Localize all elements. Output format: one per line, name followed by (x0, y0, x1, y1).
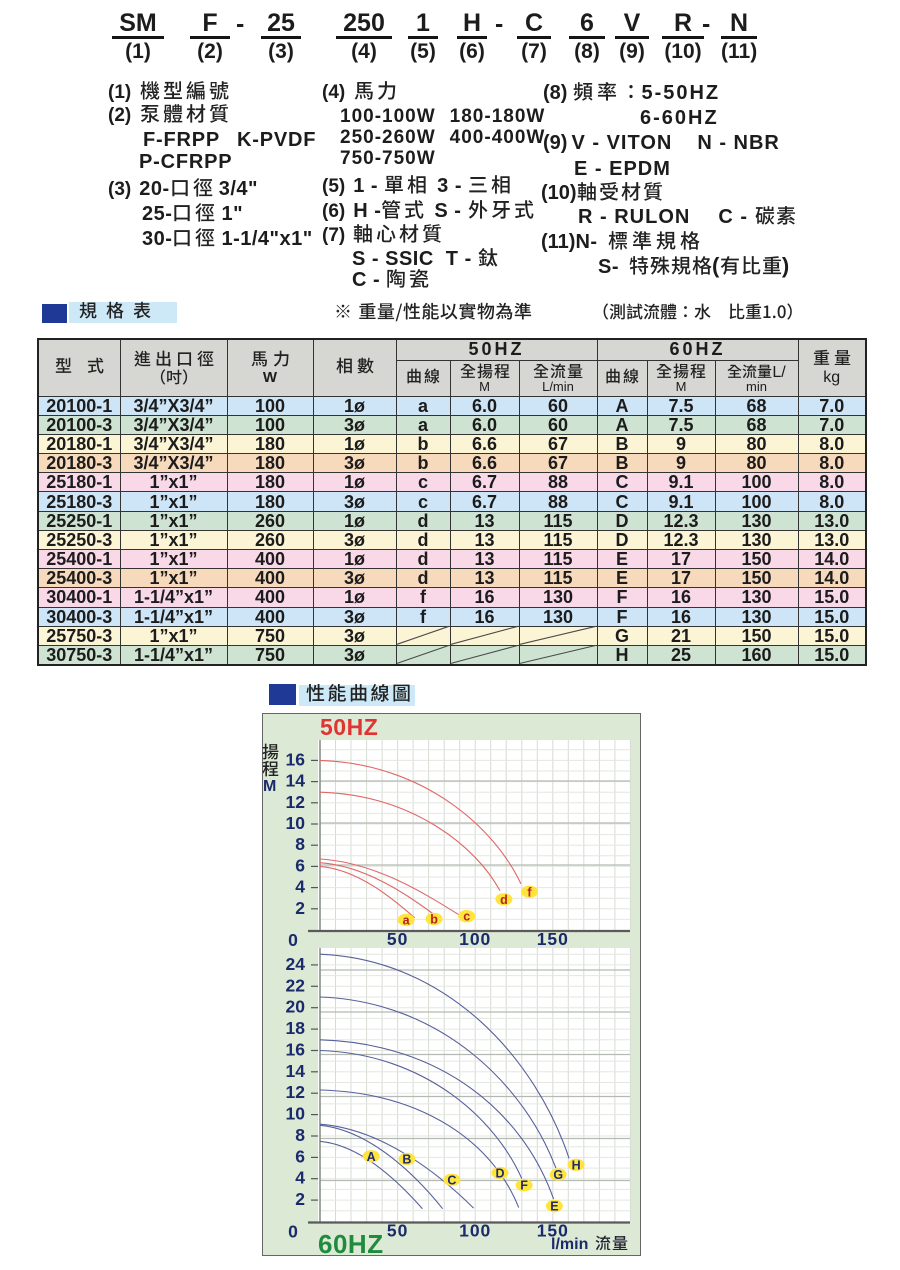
svg-text:l/min: l/min (551, 1236, 588, 1253)
svg-text:50: 50 (387, 1221, 408, 1241)
svg-text:E: E (550, 1200, 558, 1214)
svg-text:a: a (403, 913, 411, 927)
svg-text:100: 100 (459, 929, 491, 949)
svg-text:150: 150 (537, 929, 569, 949)
svg-text:4: 4 (295, 1168, 305, 1188)
svg-text:C: C (447, 1173, 456, 1187)
svg-text:8: 8 (295, 834, 305, 854)
svg-text:20: 20 (286, 997, 306, 1017)
svg-text:6: 6 (295, 855, 305, 875)
svg-text:50HZ: 50HZ (320, 714, 378, 740)
svg-text:22: 22 (286, 975, 306, 995)
svg-text:14: 14 (286, 1061, 306, 1081)
svg-text:4: 4 (295, 877, 305, 897)
svg-text:B: B (402, 1153, 411, 1167)
svg-text:H: H (572, 1158, 581, 1172)
svg-text:18: 18 (286, 1018, 306, 1038)
svg-text:b: b (430, 912, 438, 926)
svg-text:12: 12 (286, 792, 306, 812)
svg-text:F: F (520, 1179, 528, 1193)
svg-text:D: D (495, 1166, 504, 1180)
svg-text:d: d (500, 893, 508, 907)
svg-text:M: M (263, 778, 276, 795)
svg-text:100: 100 (459, 1221, 491, 1241)
svg-text:2: 2 (295, 898, 305, 918)
svg-text:14: 14 (286, 771, 306, 791)
svg-text:10: 10 (286, 1104, 306, 1124)
svg-text:G: G (553, 1168, 563, 1182)
svg-text:60HZ: 60HZ (318, 1229, 384, 1256)
svg-text:2: 2 (295, 1189, 305, 1209)
svg-text:8: 8 (295, 1125, 305, 1145)
svg-text:50: 50 (387, 929, 408, 949)
svg-text:12: 12 (286, 1082, 306, 1102)
svg-text:10: 10 (286, 813, 306, 833)
svg-text:c: c (463, 910, 470, 924)
svg-text:24: 24 (286, 954, 306, 974)
svg-text:150: 150 (537, 1221, 569, 1241)
svg-text:0: 0 (288, 1222, 298, 1242)
svg-text:16: 16 (286, 1040, 306, 1060)
svg-text:16: 16 (286, 749, 306, 769)
svg-text:A: A (367, 1150, 376, 1164)
svg-text:6: 6 (295, 1146, 305, 1166)
svg-text:f: f (527, 885, 532, 899)
svg-text:0: 0 (288, 930, 298, 950)
